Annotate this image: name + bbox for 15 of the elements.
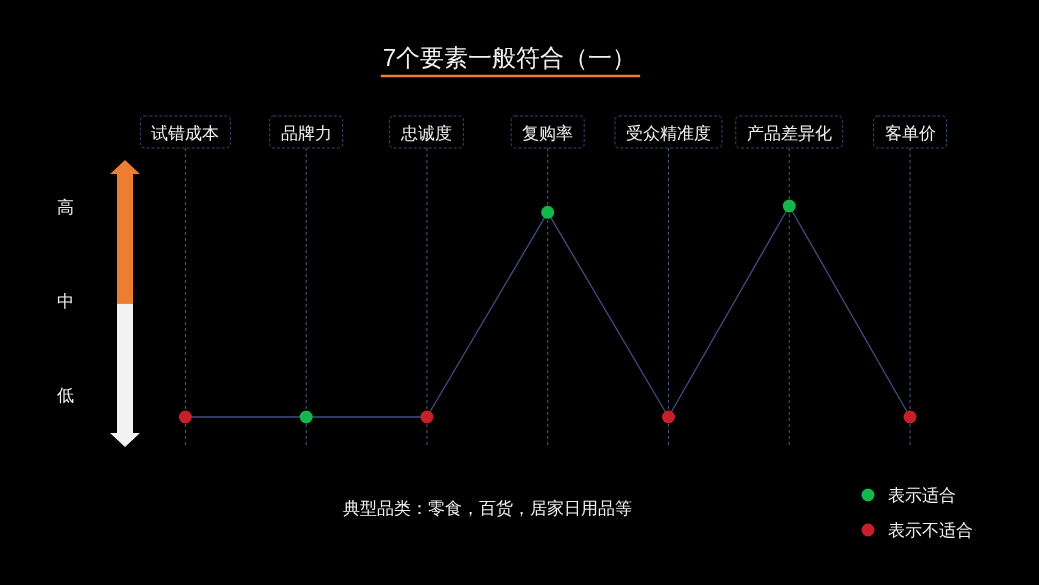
legend-label: 表示不适合 bbox=[888, 521, 973, 540]
x-tick-label: 受众精准度 bbox=[625, 124, 711, 143]
x-tick-label: 品牌力 bbox=[280, 124, 332, 143]
legend-label: 表示适合 bbox=[888, 486, 956, 505]
annotation: 低 bbox=[56, 386, 74, 405]
chart-title: 7个要素一般符合（一） bbox=[382, 44, 637, 71]
annotation: 高 bbox=[56, 198, 74, 217]
annotation: 中 bbox=[56, 292, 74, 311]
x-tick-label: 客单价 bbox=[884, 124, 936, 143]
x-tick-label: 忠诚度 bbox=[400, 124, 453, 143]
x-tick-label: 产品差异化 bbox=[746, 124, 832, 143]
x-tick-label: 试错成本 bbox=[151, 124, 220, 143]
title: 7个要素一般符合（一） bbox=[380, 44, 641, 78]
x-tick-label: 复购率 bbox=[522, 124, 574, 143]
annotation: 典型品类：零食，百货，居家日用品等 bbox=[342, 499, 632, 518]
